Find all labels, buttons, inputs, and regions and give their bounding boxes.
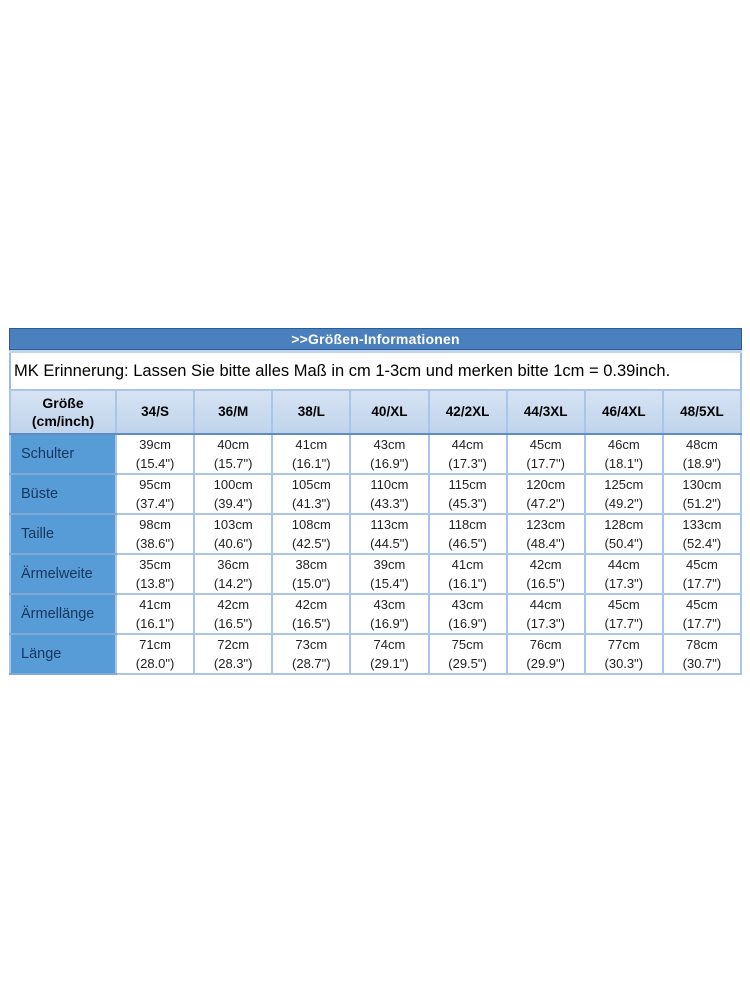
row-label-schulter: Schulter xyxy=(9,433,117,475)
table-row-bueste: Büste 95cm (37.4") 100cm (39.4") 105cm (… xyxy=(9,473,743,515)
size-information-panel: >>Größen-Informationen MK Erinnerung: La… xyxy=(9,328,743,675)
row-label-bueste: Büste xyxy=(9,473,117,515)
size-header-44xl: 44/3XL xyxy=(505,389,586,435)
corner-header-cell: Größe (cm/inch) xyxy=(9,389,117,435)
measurement-cell: 45cm (17.7") xyxy=(661,553,743,595)
measurement-cell: 125cm (49.2") xyxy=(583,473,664,515)
table-row-aermellaenge: Ärmellänge 41cm (16.1") 42cm (16.5") 42c… xyxy=(9,593,743,635)
measurement-cell: 42cm (16.5") xyxy=(505,553,586,595)
measurement-cell: 45cm (17.7") xyxy=(583,593,664,635)
measurement-cell: 95cm (37.4") xyxy=(114,473,196,515)
measurement-cell: 105cm (41.3") xyxy=(271,473,352,515)
measurement-cell: 133cm (52.4") xyxy=(661,513,743,555)
measurement-cell: 44cm (17.3") xyxy=(505,593,586,635)
measurement-cell: 74cm (29.1") xyxy=(349,633,430,675)
row-label-laenge: Länge xyxy=(9,633,117,675)
measurement-cell: 42cm (16.5") xyxy=(271,593,352,635)
table-row-laenge: Länge 71cm (28.0") 72cm (28.3") 73cm (28… xyxy=(9,633,743,675)
size-header-46xl: 46/4XL xyxy=(583,389,664,435)
row-label-aermelweite: Ärmelweite xyxy=(9,553,117,595)
measurement-cell: 73cm (28.7") xyxy=(271,633,352,675)
measurement-cell: 71cm (28.0") xyxy=(114,633,196,675)
measurement-cell: 38cm (15.0") xyxy=(271,553,352,595)
measurement-cell: 72cm (28.3") xyxy=(193,633,274,675)
measurement-cell: 123cm (48.4") xyxy=(505,513,586,555)
table-row-aermelweite: Ärmelweite 35cm (13.8") 36cm (14.2") 38c… xyxy=(9,553,743,595)
measurement-cell: 130cm (51.2") xyxy=(661,473,743,515)
table-row-schulter: Schulter 39cm (15.4") 40cm (15.7") 41cm … xyxy=(9,433,743,475)
measurement-cell: 108cm (42.5") xyxy=(271,513,352,555)
row-label-aermellaenge: Ärmellänge xyxy=(9,593,117,635)
measurement-cell: 98cm (38.6") xyxy=(114,513,196,555)
measurement-note: MK Erinnerung: Lassen Sie bitte alles Ma… xyxy=(9,353,742,389)
measurement-cell: 41cm (16.1") xyxy=(271,433,352,475)
size-header-36m: 36/M xyxy=(193,389,274,435)
size-header-42xl: 42/2XL xyxy=(427,389,508,435)
measurement-cell: 45cm (17.7") xyxy=(505,433,586,475)
size-chart-table: Größe (cm/inch) 34/S 36/M 38/L 40/XL 42/… xyxy=(9,389,743,675)
measurement-cell: 36cm (14.2") xyxy=(193,553,274,595)
measurement-cell: 43cm (16.9") xyxy=(349,593,430,635)
measurement-cell: 39cm (15.4") xyxy=(114,433,196,475)
measurement-cell: 39cm (15.4") xyxy=(349,553,430,595)
measurement-cell: 120cm (47.2") xyxy=(505,473,586,515)
measurement-cell: 43cm (16.9") xyxy=(349,433,430,475)
measurement-cell: 48cm (18.9") xyxy=(661,433,743,475)
measurement-cell: 46cm (18.1") xyxy=(583,433,664,475)
measurement-cell: 42cm (16.5") xyxy=(193,593,274,635)
header-row: Größe (cm/inch) 34/S 36/M 38/L 40/XL 42/… xyxy=(9,389,743,435)
measurement-cell: 44cm (17.3") xyxy=(583,553,664,595)
size-header-40xl: 40/XL xyxy=(349,389,430,435)
measurement-cell: 110cm (43.3") xyxy=(349,473,430,515)
measurement-cell: 41cm (16.1") xyxy=(427,553,508,595)
measurement-cell: 44cm (17.3") xyxy=(427,433,508,475)
measurement-cell: 40cm (15.7") xyxy=(193,433,274,475)
size-header-38l: 38/L xyxy=(271,389,352,435)
measurement-cell: 115cm (45.3") xyxy=(427,473,508,515)
measurement-cell: 128cm (50.4") xyxy=(583,513,664,555)
measurement-cell: 113cm (44.5") xyxy=(349,513,430,555)
measurement-cell: 103cm (40.6") xyxy=(193,513,274,555)
measurement-cell: 78cm (30.7") xyxy=(661,633,743,675)
measurement-cell: 41cm (16.1") xyxy=(114,593,196,635)
measurement-cell: 77cm (30.3") xyxy=(583,633,664,675)
measurement-cell: 100cm (39.4") xyxy=(193,473,274,515)
measurement-cell: 43cm (16.9") xyxy=(427,593,508,635)
measurement-cell: 45cm (17.7") xyxy=(661,593,743,635)
measurement-cell: 76cm (29.9") xyxy=(505,633,586,675)
measurement-cell: 118cm (46.5") xyxy=(427,513,508,555)
size-header-48xl: 48/5XL xyxy=(661,389,743,435)
measurement-cell: 35cm (13.8") xyxy=(114,553,196,595)
size-header-34s: 34/S xyxy=(114,389,196,435)
row-label-taille: Taille xyxy=(9,513,117,555)
title-bar-divider xyxy=(9,350,742,353)
table-row-taille: Taille 98cm (38.6") 103cm (40.6") 108cm … xyxy=(9,513,743,555)
measurement-cell: 75cm (29.5") xyxy=(427,633,508,675)
size-info-title-bar: >>Größen-Informationen xyxy=(9,328,742,350)
